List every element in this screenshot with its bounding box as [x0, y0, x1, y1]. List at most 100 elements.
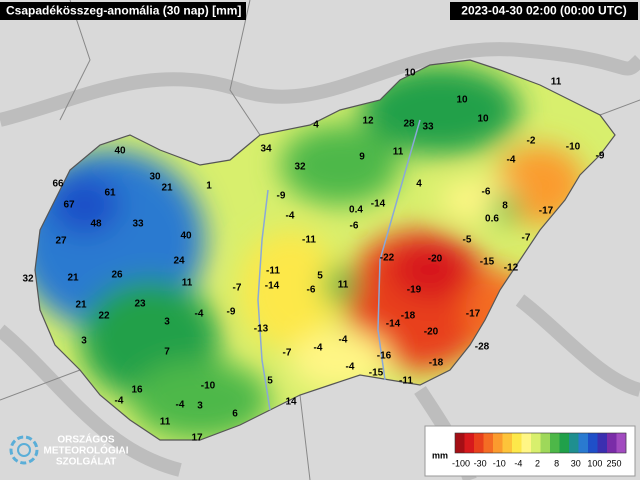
station-value: -4 [176, 400, 185, 411]
station-value: 11 [393, 147, 404, 158]
legend-swatch [455, 433, 465, 453]
station-value: 27 [55, 236, 67, 247]
logo-text: SZOLGÁLAT [56, 455, 116, 468]
station-value: 0.4 [349, 205, 363, 216]
station-value: -7 [233, 283, 242, 294]
station-value: 28 [403, 119, 415, 130]
legend-swatch [607, 433, 617, 453]
station-value: 40 [180, 231, 192, 242]
station-value: 5 [267, 376, 273, 387]
station-value: -9 [596, 151, 605, 162]
station-value: -14 [371, 199, 386, 210]
river [257, 189, 271, 411]
station-value: 21 [75, 300, 87, 311]
station-value: -9 [227, 307, 236, 318]
logo: ORSZÁGOS METEOROLÓGIAI SZOLGÁLAT [9, 433, 129, 468]
legend-swatch [474, 433, 484, 453]
station-value: 21 [161, 183, 173, 194]
legend-unit: mm [432, 450, 448, 460]
station-value: 33 [132, 219, 144, 230]
station-value: 24 [173, 256, 185, 267]
timestamp: 2023-04-30 02:00 (00:00 UTC) [461, 4, 626, 18]
station-value: 34 [260, 144, 272, 155]
station-value: -7 [522, 233, 531, 244]
legend-swatch [559, 433, 570, 453]
station-value: 66 [52, 179, 64, 190]
country-border [34, 59, 616, 441]
station-value: 22 [98, 311, 110, 322]
legend-swatch [464, 433, 475, 453]
station-value: 11 [182, 278, 193, 289]
station-value: 3 [164, 317, 170, 328]
station-value: -12 [504, 263, 519, 274]
station-value: -4 [115, 396, 124, 407]
station-value: -15 [480, 257, 495, 268]
legend-swatch [550, 433, 560, 453]
station-value: 11 [338, 280, 349, 291]
station-value: 10 [456, 95, 468, 106]
title-box [0, 2, 246, 20]
station-value: 17 [191, 433, 203, 444]
station-value: 10 [477, 114, 489, 125]
station-value: 21 [67, 273, 79, 284]
station-value: -4 [195, 309, 204, 320]
legend-swatch [597, 433, 608, 453]
river [377, 119, 421, 381]
station-value: 11 [551, 77, 562, 88]
station-value: 16 [131, 385, 143, 396]
station-value: -15 [369, 368, 384, 379]
station-value: -17 [466, 309, 481, 320]
station-value: 10 [404, 68, 416, 79]
legend-swatch [578, 433, 589, 453]
station-value: -18 [429, 358, 444, 369]
station-value: -22 [380, 253, 395, 264]
station-value: -10 [201, 381, 216, 392]
station-value: 3 [197, 401, 203, 412]
station-value: 3 [81, 336, 87, 347]
station-value: 23 [134, 299, 146, 310]
station-value: -14 [265, 281, 280, 292]
station-value: -18 [401, 311, 416, 322]
legend-swatch [512, 433, 522, 453]
station-value: 26 [111, 270, 123, 281]
station-value: -28 [475, 342, 490, 353]
station-value: -4 [507, 155, 516, 166]
legend-swatch [531, 433, 541, 453]
station-value: 40 [114, 146, 126, 157]
station-value: 12 [362, 116, 374, 127]
station-value: 4 [313, 120, 319, 131]
station-value: -4 [314, 343, 323, 354]
station-value: 6 [232, 409, 238, 420]
logo-text: ORSZÁGOS [57, 433, 115, 446]
station-value: 0.6 [485, 214, 499, 225]
station-value: 9 [359, 152, 365, 163]
station-value: 67 [63, 200, 75, 211]
legend-swatch [502, 433, 513, 453]
station-value: -11 [302, 235, 316, 246]
station-value: -14 [386, 319, 401, 330]
legend-swatch [569, 433, 579, 453]
station-value: 7 [164, 347, 170, 358]
legend-swatch [521, 433, 532, 453]
station-value: -6 [307, 285, 316, 296]
legend-label: 30 [571, 458, 581, 468]
legend-swatch [483, 433, 494, 453]
station-value: -6 [482, 187, 491, 198]
station-value: -13 [254, 324, 269, 335]
legend-swatch [540, 433, 551, 453]
station-value: 5 [317, 271, 323, 282]
station-value: 14 [285, 397, 297, 408]
station-value: -17 [539, 206, 554, 217]
legend-label: 8 [554, 458, 559, 468]
legend-swatch [493, 433, 503, 453]
station-value: 61 [104, 188, 116, 199]
timestamp-box [450, 2, 638, 20]
legend-label: -10 [493, 458, 506, 468]
station-value: -20 [428, 254, 443, 265]
station-value: 48 [90, 219, 102, 230]
station-value: -4 [339, 335, 348, 346]
title: Csapadékösszeg-anomália (30 nap) [mm] [6, 4, 241, 18]
station-value: -10 [566, 142, 581, 153]
legend-label: -30 [474, 458, 487, 468]
